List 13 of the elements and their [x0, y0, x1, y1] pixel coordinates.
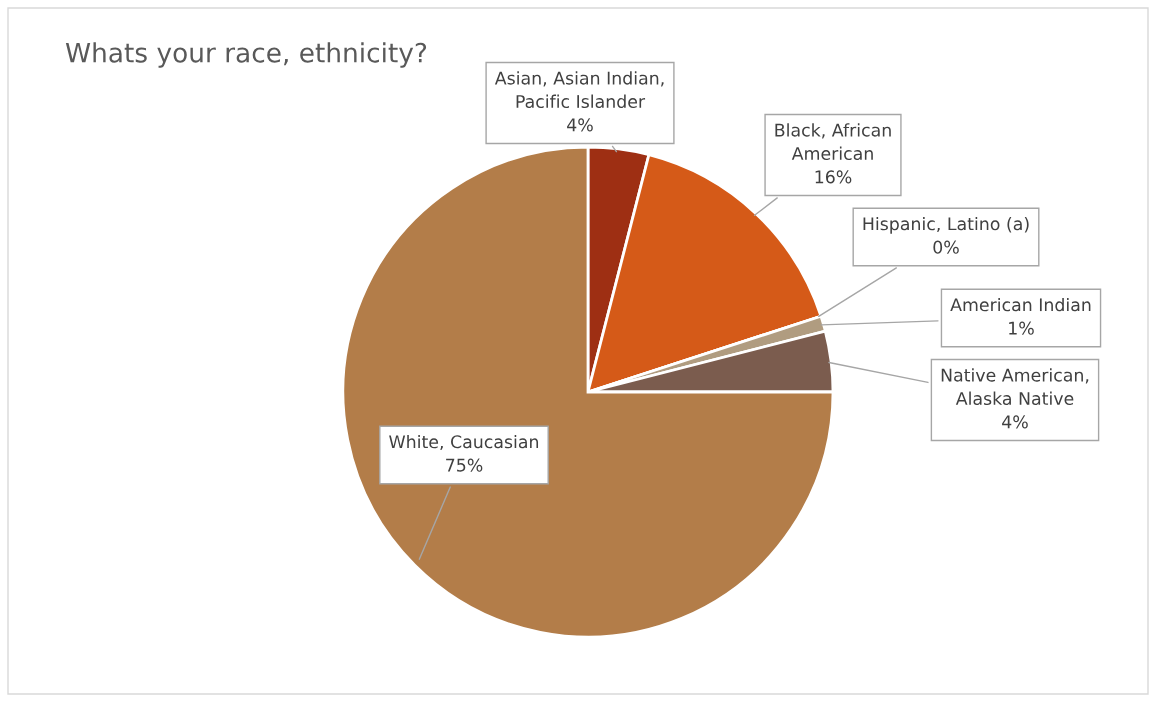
slice-label: Black, African American: [775, 123, 891, 161]
data-label: 1%: [1009, 321, 1034, 335]
chart-title: Whats your race, ethnicity?: [65, 42, 427, 68]
data-label: 75%: [446, 458, 483, 472]
data-label: 4%: [567, 118, 593, 132]
slice-label: White, Caucasian: [389, 434, 539, 451]
data-label: 16%: [815, 170, 852, 184]
slice-label: Native American, Alaska Native: [941, 368, 1089, 406]
slice-label: American Indian: [950, 297, 1091, 312]
slice-label: Asian, Asian Indian, Pacific Islander: [494, 71, 664, 109]
text: 0%: [933, 240, 959, 254]
data-label: 4%: [1002, 415, 1028, 429]
category-label: Hispanic, Latino (a): [863, 216, 1029, 234]
